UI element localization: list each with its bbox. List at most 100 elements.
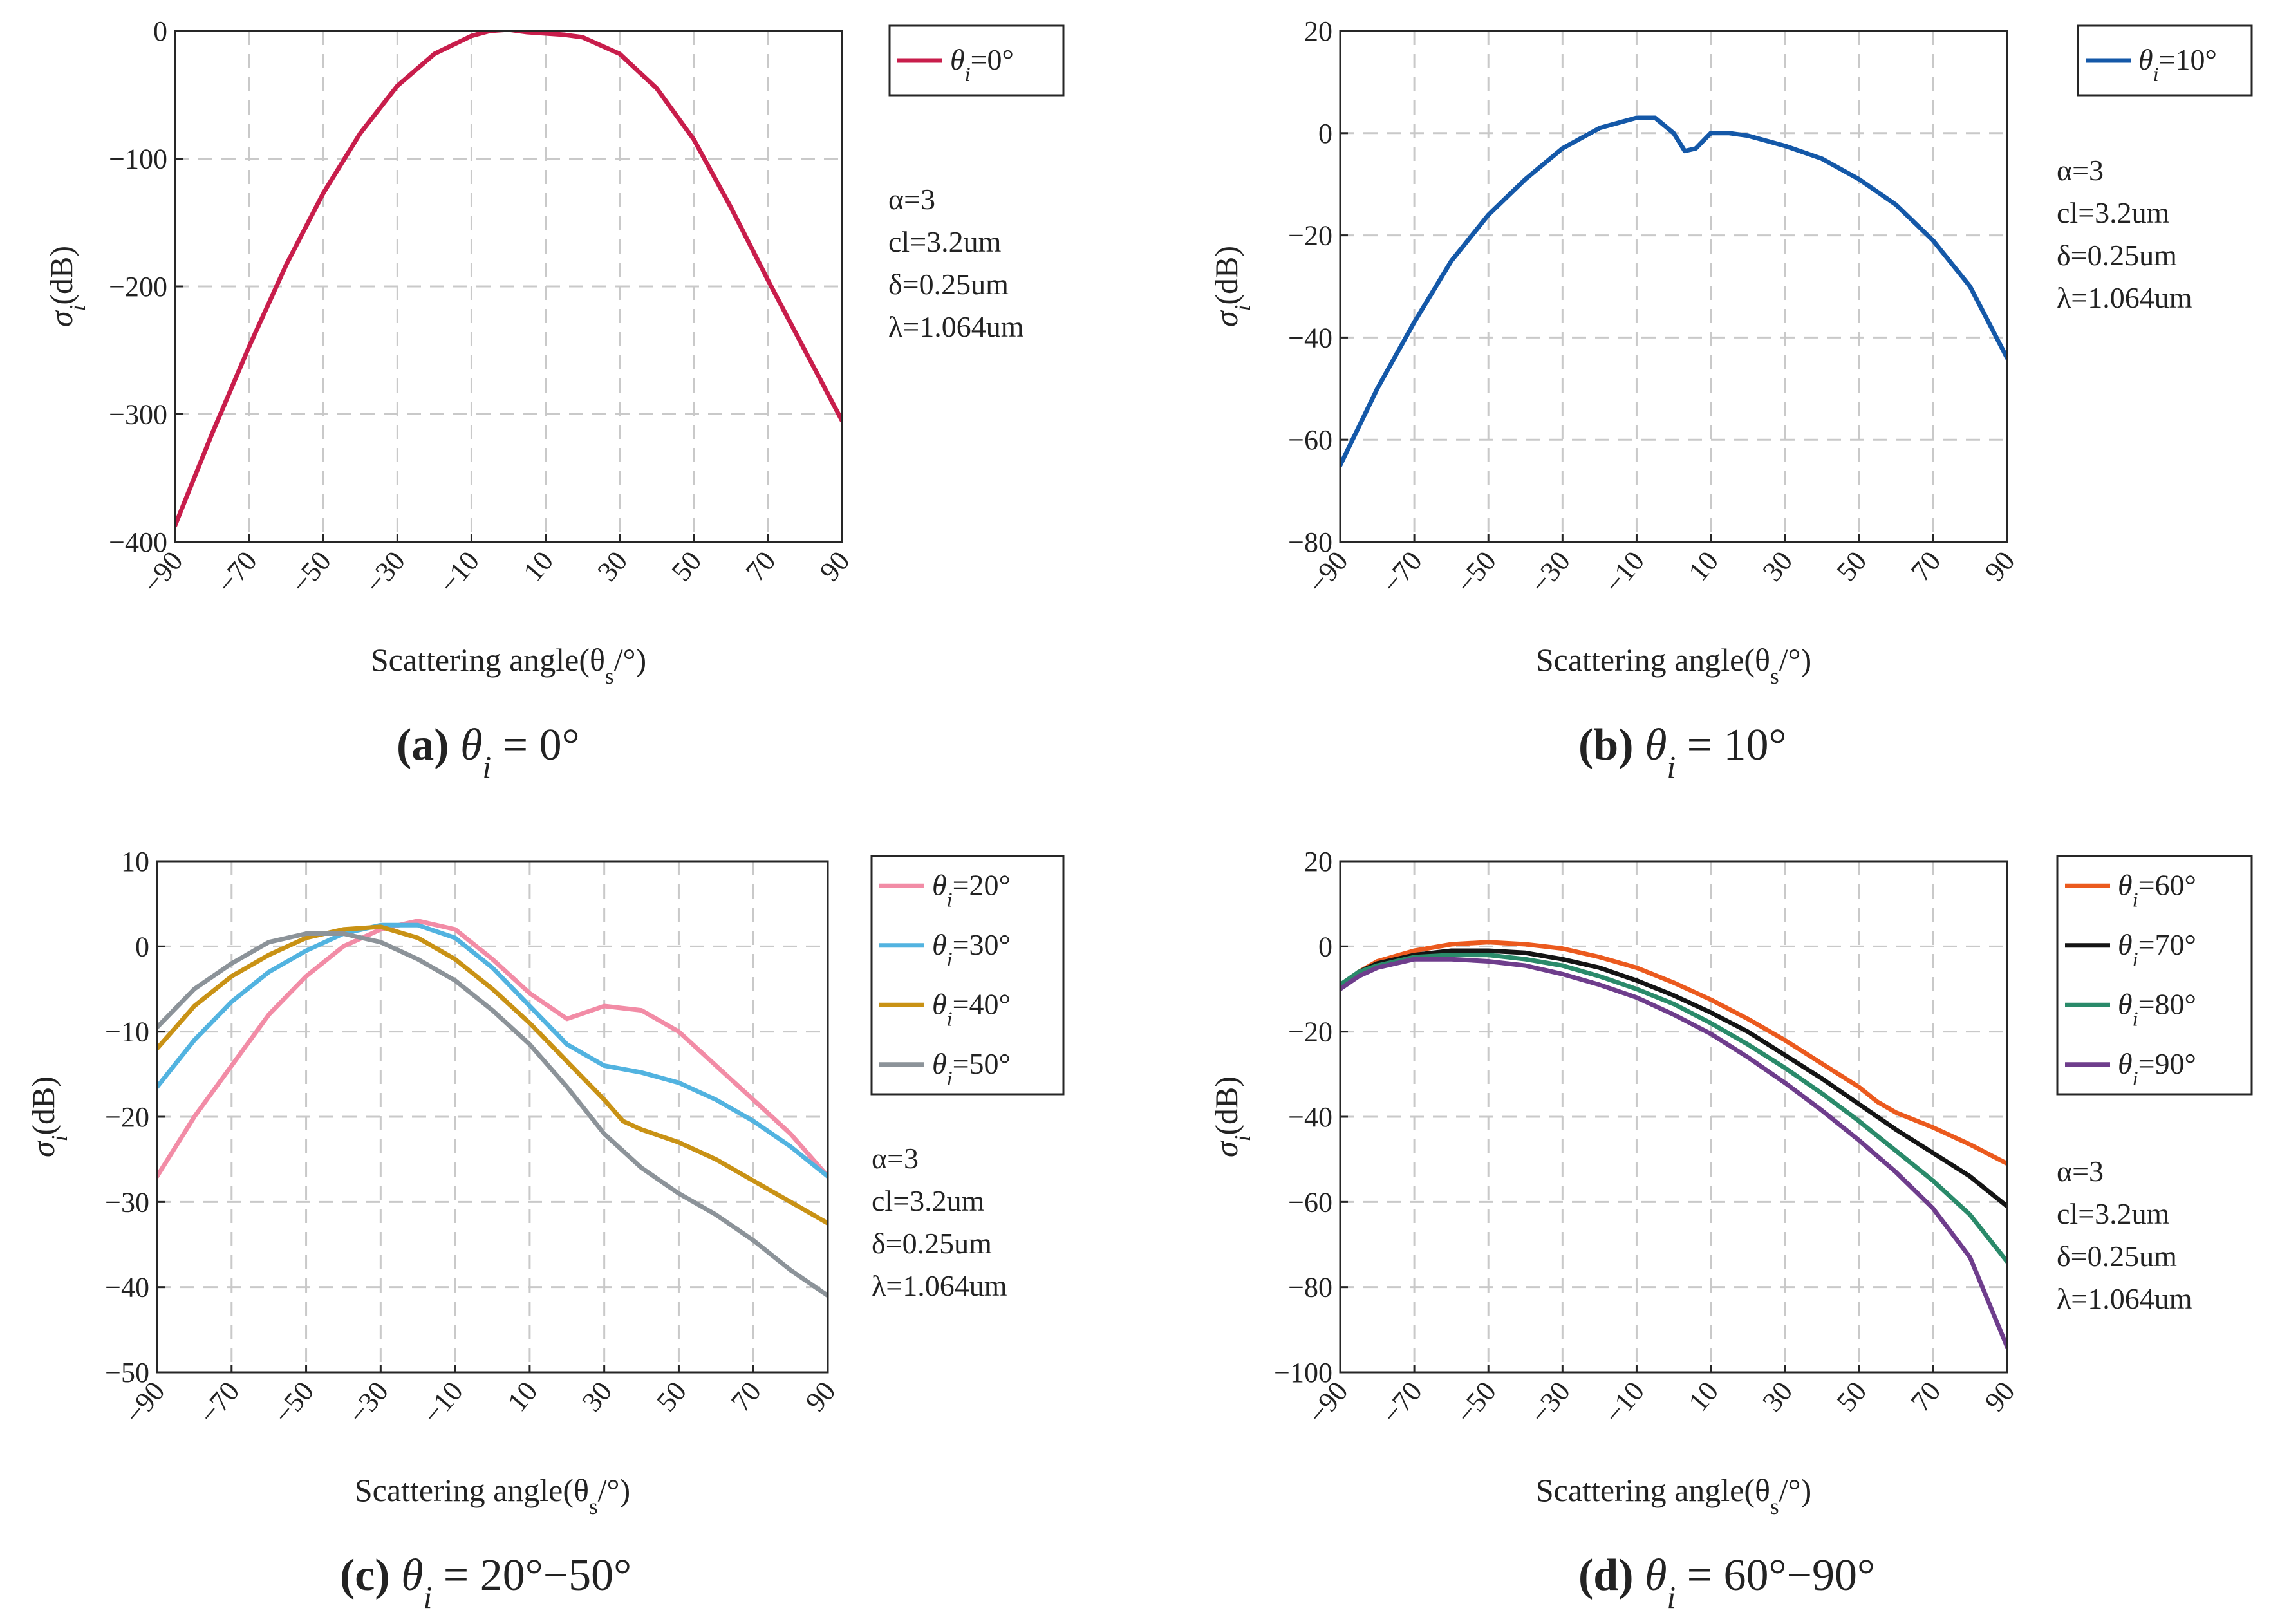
- legend-sub: i: [965, 62, 971, 86]
- y-tick-label: −200: [109, 271, 167, 303]
- legend-sub: i: [2133, 888, 2138, 911]
- legend-entry: θi=40°: [932, 987, 1011, 1030]
- y-axis-title: σi(dB): [43, 246, 90, 327]
- caption-value: = 20°−50°: [432, 1551, 631, 1600]
- x-axis-title: Scattering angle(θs/°): [1536, 642, 1811, 689]
- legend-value: =70°: [2138, 928, 2196, 961]
- x-tick-label: −70: [1376, 1376, 1428, 1430]
- legend-value: =60°: [2138, 868, 2196, 901]
- legend-entry: θi=30°: [932, 928, 1011, 971]
- plot-frame: [174, 30, 843, 543]
- y-tick-label: −60: [1288, 1186, 1332, 1218]
- y-tick-label: −80: [1288, 1272, 1332, 1303]
- series-line-80deg: [1340, 953, 2007, 1264]
- y-tick-label: 10: [121, 846, 149, 877]
- legend-value: =30°: [953, 928, 1011, 961]
- y-tick-label: −20: [1288, 220, 1332, 252]
- caption-theta: θ: [1634, 720, 1667, 770]
- x-axis-label-sub: s: [1770, 664, 1779, 689]
- legend-theta: θ: [2118, 987, 2133, 1020]
- legend-value: =80°: [2138, 987, 2196, 1020]
- y-tick-label: −60: [1288, 424, 1332, 456]
- legend-box: [870, 855, 1065, 1096]
- chart-panel-a: 0−100−200−300−400−90 −70 −50 −30 −10 10 30 50 70…: [43, 15, 1065, 785]
- x-tick-label: 30: [1757, 545, 1799, 587]
- y-axis-title: σi(dB): [25, 1076, 72, 1157]
- legend: θi=60°θi=70°θi=80°θi=90°: [2056, 855, 2253, 1096]
- series-line-30deg: [157, 922, 828, 1179]
- x-tick-label: −70: [1376, 545, 1428, 599]
- x-tick-label: 50: [666, 545, 708, 587]
- legend-sub: i: [947, 1067, 953, 1090]
- legend-theta: θ: [2118, 868, 2133, 901]
- x-tick-label: 30: [1757, 1376, 1799, 1417]
- legend-theta: θ: [2138, 43, 2153, 76]
- y-tick-label: 20: [1304, 846, 1332, 877]
- parameter-annotation: α=3: [2057, 1155, 2104, 1188]
- y-tick-label: −20: [1288, 1016, 1332, 1048]
- x-tick-label: 30: [592, 545, 634, 587]
- caption-theta: θ: [449, 720, 483, 770]
- y-tick-label: −40: [1288, 1101, 1332, 1133]
- legend: θi=10°: [2077, 24, 2253, 97]
- y-axis-label-sub: i: [47, 1135, 72, 1142]
- parameter-annotation: λ=1.064um: [888, 310, 1024, 343]
- x-axis-label: Scattering angle(θ: [371, 642, 605, 678]
- y-axis-label-end: (dB): [43, 246, 79, 305]
- panel-caption: (a) θi = 0°: [397, 720, 580, 785]
- parameter-annotation: α=3: [872, 1142, 919, 1175]
- series-line-10deg: [1340, 115, 2007, 468]
- parameter-annotation: λ=1.064um: [2057, 1282, 2192, 1315]
- x-tick-label: −10: [1598, 545, 1650, 599]
- legend-entry: θi=10°: [2138, 43, 2217, 86]
- y-tick-label: −40: [1288, 322, 1332, 353]
- y-axis-label: σ: [25, 1140, 61, 1157]
- caption-value: = 60°−90°: [1676, 1551, 1875, 1600]
- y-tick-label: −50: [105, 1357, 149, 1388]
- caption-sub: i: [424, 1580, 433, 1615]
- parameter-annotation: cl=3.2um: [872, 1184, 985, 1217]
- series-line-20deg: [157, 919, 828, 1179]
- series-line-90deg: [1340, 957, 2007, 1349]
- parameter-annotation: α=3: [888, 183, 935, 216]
- legend-sub: i: [2133, 1007, 2138, 1030]
- parameter-annotation: δ=0.25um: [2057, 1240, 2177, 1273]
- legend-sub: i: [947, 947, 953, 971]
- parameter-annotation: δ=0.25um: [872, 1227, 992, 1260]
- y-tick-label: 0: [1318, 118, 1332, 149]
- x-axis-label-end: /°): [1779, 642, 1812, 678]
- x-tick-label: 50: [1831, 545, 1873, 587]
- x-axis-title: Scattering angle(θs/°): [1536, 1472, 1811, 1519]
- y-tick-label: −20: [105, 1101, 149, 1133]
- plot-frame: [1339, 860, 2008, 1374]
- x-axis-label: Scattering angle(θ: [1536, 1472, 1770, 1508]
- y-tick-label: −80: [1288, 527, 1332, 558]
- legend-value: =90°: [2138, 1047, 2196, 1080]
- legend: θi=0°: [888, 24, 1065, 97]
- legend-theta: θ: [932, 868, 947, 901]
- y-axis-label-end: (dB): [25, 1076, 61, 1135]
- plot-frame: [156, 860, 829, 1374]
- legend-theta: θ: [950, 43, 965, 76]
- x-tick-label: 50: [1831, 1376, 1873, 1417]
- series-line-40deg: [157, 924, 828, 1226]
- legend-value: =40°: [953, 987, 1011, 1020]
- caption-sub: i: [483, 749, 492, 785]
- chart-panel-c: 100−10−20−30−40−50−90 −70 −50 −30 −10 10 30 50 7…: [25, 846, 1065, 1615]
- x-axis-title: Scattering angle(θs/°): [371, 642, 646, 689]
- x-axis-label-sub: s: [605, 664, 614, 689]
- legend-entry: θi=20°: [932, 868, 1011, 911]
- caption-letter: (c): [340, 1551, 390, 1600]
- x-tick-label: 30: [576, 1376, 619, 1417]
- legend-box: [2056, 855, 2253, 1096]
- series-line-60deg: [1340, 940, 2007, 1166]
- legend-sub: i: [2153, 62, 2159, 86]
- series-line-0deg: [175, 31, 842, 528]
- x-tick-label: 90: [799, 1376, 842, 1417]
- x-tick-label: −10: [433, 545, 485, 599]
- chart-panel-d: 200−20−40−60−80−100−90 −70 −50 −30 −10 10 30 50…: [1208, 846, 2253, 1615]
- parameter-annotation: α=3: [2057, 154, 2104, 187]
- caption-letter: (d): [1578, 1551, 1634, 1600]
- y-axis-label-end: (dB): [1208, 246, 1244, 305]
- y-axis-title: σi(dB): [1208, 1076, 1255, 1157]
